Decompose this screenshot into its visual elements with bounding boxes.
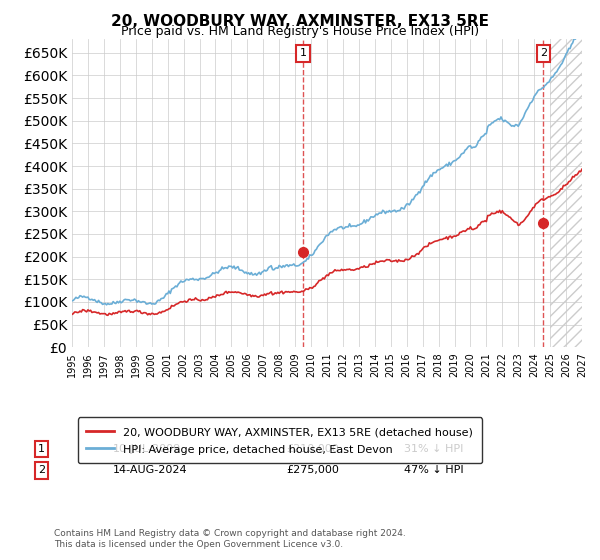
Text: 14-AUG-2024: 14-AUG-2024 — [113, 465, 187, 475]
Text: £210,000: £210,000 — [286, 444, 339, 454]
Text: 10-JUL-2009: 10-JUL-2009 — [113, 444, 181, 454]
Legend: 20, WOODBURY WAY, AXMINSTER, EX13 5RE (detached house), HPI: Average price, deta: 20, WOODBURY WAY, AXMINSTER, EX13 5RE (d… — [77, 417, 482, 464]
Text: 2: 2 — [38, 465, 45, 475]
Text: 2: 2 — [540, 48, 547, 58]
Text: 1: 1 — [299, 48, 307, 58]
Text: Price paid vs. HM Land Registry's House Price Index (HPI): Price paid vs. HM Land Registry's House … — [121, 25, 479, 38]
Text: 31% ↓ HPI: 31% ↓ HPI — [404, 444, 463, 454]
Text: 47% ↓ HPI: 47% ↓ HPI — [404, 465, 463, 475]
Text: 20, WOODBURY WAY, AXMINSTER, EX13 5RE: 20, WOODBURY WAY, AXMINSTER, EX13 5RE — [111, 14, 489, 29]
Text: 1: 1 — [38, 444, 45, 454]
Text: Contains HM Land Registry data © Crown copyright and database right 2024.
This d: Contains HM Land Registry data © Crown c… — [54, 529, 406, 549]
Text: £275,000: £275,000 — [286, 465, 339, 475]
